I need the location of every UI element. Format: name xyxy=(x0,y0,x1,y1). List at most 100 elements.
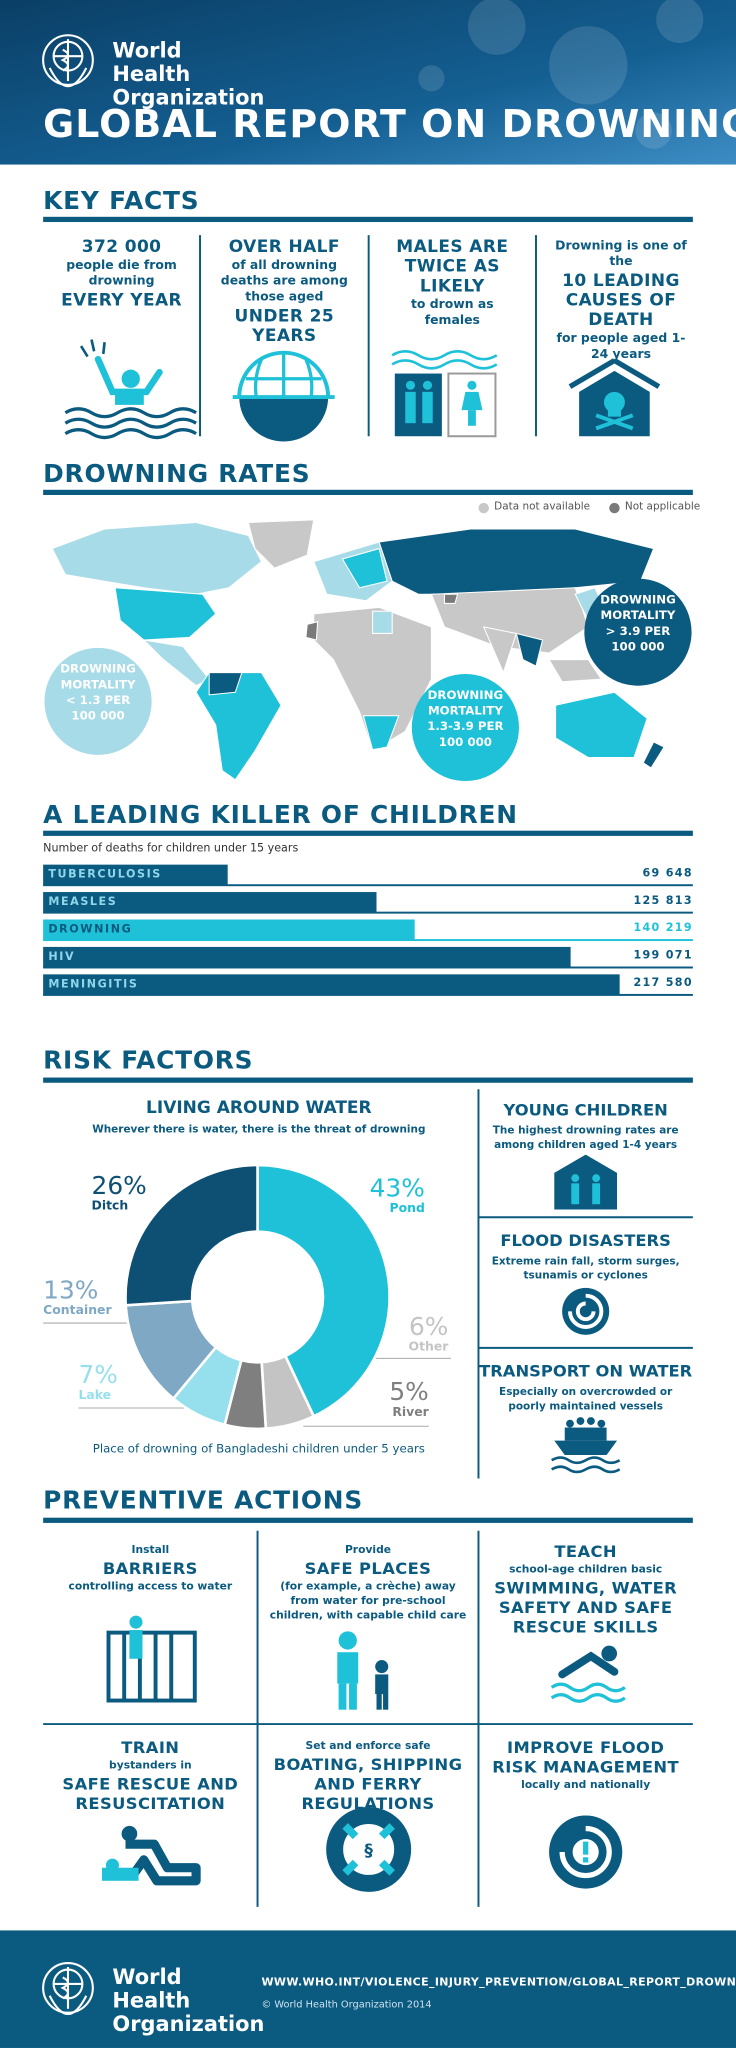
emphasis-text: SAFE PLACES xyxy=(304,1558,432,1578)
icon-shape xyxy=(245,352,322,398)
icon-shape xyxy=(106,1630,197,1703)
emphasis-text: TRAIN xyxy=(121,1737,180,1757)
donut-category: Other xyxy=(408,1340,449,1355)
icon-shape xyxy=(326,1806,412,1892)
icon-shape xyxy=(121,369,140,388)
emphasis-text: SWIMMING, WATER SAFETY AND SAFE RESCUE S… xyxy=(494,1577,678,1637)
icon-shape xyxy=(60,1976,69,2000)
icon-shape xyxy=(338,1631,357,1650)
detail-text: bystanders in xyxy=(109,1758,192,1772)
org-name: World Health Organization xyxy=(112,1964,265,2037)
icon-shape xyxy=(559,1825,612,1879)
icon-shape xyxy=(597,1419,606,1428)
icon-shape xyxy=(592,1183,601,1205)
value-label: 199 071 xyxy=(633,949,693,963)
icon-shape xyxy=(305,621,319,641)
icon-shape xyxy=(461,391,483,411)
icon-shape xyxy=(48,67,88,88)
icon-shape xyxy=(554,1440,618,1455)
icon-shape xyxy=(566,1419,574,1428)
emphasis-text: SAFE RESCUE AND RESUSCITATION xyxy=(62,1773,239,1813)
action: TRAIN bystanders in SAFE RESCUE AND RESUSC… xyxy=(52,1737,248,1813)
emphasis-text: 10 LEADING CAUSES OF DEATH xyxy=(562,271,680,331)
emphasis-text: OVER HALF xyxy=(228,237,340,258)
icon-shape xyxy=(554,1154,618,1210)
legend-swatch xyxy=(609,502,620,514)
icon-shape xyxy=(129,1630,143,1659)
org-name: World Health Organization xyxy=(112,37,265,110)
icon-shape xyxy=(443,593,459,604)
bubble-label: DROWNING MORTALITY < 1.3 PER 100 000 xyxy=(60,663,136,724)
icon-shape xyxy=(195,672,282,781)
icon-shape xyxy=(115,389,144,405)
icon-shape xyxy=(467,380,477,390)
row-rule xyxy=(43,911,693,914)
bar-label: MENINGITIS xyxy=(48,978,139,992)
dividers xyxy=(43,1530,693,1907)
icon-shape xyxy=(375,1660,389,1710)
legend-label: Data not available xyxy=(494,500,591,512)
icon-cyclone xyxy=(562,1287,610,1335)
bar-label: MEASLES xyxy=(48,895,118,910)
icon-cpr xyxy=(101,1825,201,1886)
side-title: FLOOD DISASTERS xyxy=(500,1230,671,1250)
icon-shape xyxy=(342,1823,395,1876)
icon-shape xyxy=(583,1857,589,1863)
bar-label: DROWNING xyxy=(48,923,133,937)
row-rule xyxy=(43,939,693,942)
donut-percent: 13% xyxy=(43,1276,99,1305)
icon-shape xyxy=(64,407,197,440)
icon-shape xyxy=(422,391,433,424)
icon-shape xyxy=(114,587,217,641)
icon-shape xyxy=(79,339,106,358)
bubble-mid xyxy=(411,673,519,782)
donut-label: 43% Pond xyxy=(268,1175,425,1215)
rule xyxy=(43,489,693,496)
icon-shape xyxy=(568,1293,604,1329)
bubble-label: DROWNING MORTALITY 1.3-3.9 PER 100 000 xyxy=(427,689,504,750)
icon-shape xyxy=(372,610,393,634)
icon-house-children xyxy=(554,1154,618,1210)
icon-shape xyxy=(576,1417,585,1425)
side-title: TRANSPORT ON WATER xyxy=(479,1360,693,1381)
chart-caption: Place of drowning of Bangladeshi childre… xyxy=(92,1443,425,1457)
action: IMPROVE FLOOD RISK MANAGEMENT locally and… xyxy=(488,1737,684,1793)
icon-shape: § xyxy=(364,1841,373,1861)
bar xyxy=(43,974,620,996)
bar xyxy=(43,919,415,941)
action: Set and enforce safe BOATING, SHIPPING AN… xyxy=(267,1737,470,1813)
section-title: DROWNING RATES xyxy=(43,459,311,489)
value-label: 69 648 xyxy=(642,867,693,881)
fact: OVER HALF of all drowning deaths are amon… xyxy=(207,238,363,346)
bar xyxy=(43,864,228,886)
row-rule xyxy=(43,966,693,969)
emphasis-text: TEACH xyxy=(554,1541,617,1561)
icon-shape xyxy=(468,410,476,426)
page-title: GLOBAL REPORT ON DROWNING xyxy=(43,101,736,147)
icon-shape xyxy=(121,1825,138,1842)
icon-shape xyxy=(613,358,661,389)
icon-shape xyxy=(564,1427,607,1441)
bubble-label: DROWNING MORTALITY > 3.9 PER 100 000 xyxy=(600,594,676,655)
icon-shape xyxy=(571,1174,580,1183)
icon-shape xyxy=(571,1183,580,1205)
bar xyxy=(43,946,571,968)
row-rule xyxy=(43,884,693,887)
icon-shape xyxy=(468,0,526,55)
bubble-low xyxy=(44,647,152,755)
icon-shape xyxy=(601,1645,618,1662)
icon-shape xyxy=(247,519,315,569)
detail-text: Set and enforce safe xyxy=(305,1738,431,1752)
icon-shape xyxy=(349,1683,357,1710)
fact: Drowning is one of the 10 LEADING CAUSES … xyxy=(549,238,693,365)
icon-restroom xyxy=(391,350,498,438)
donut-category: Container xyxy=(43,1303,112,1318)
row-rule xyxy=(43,993,693,996)
icon-shape xyxy=(571,1174,601,1205)
emphasis-text: 372 000 xyxy=(81,237,162,258)
emphasis-text: BARRIERS xyxy=(102,1558,198,1578)
icon-shape xyxy=(447,372,497,438)
icon-shape xyxy=(515,632,544,667)
